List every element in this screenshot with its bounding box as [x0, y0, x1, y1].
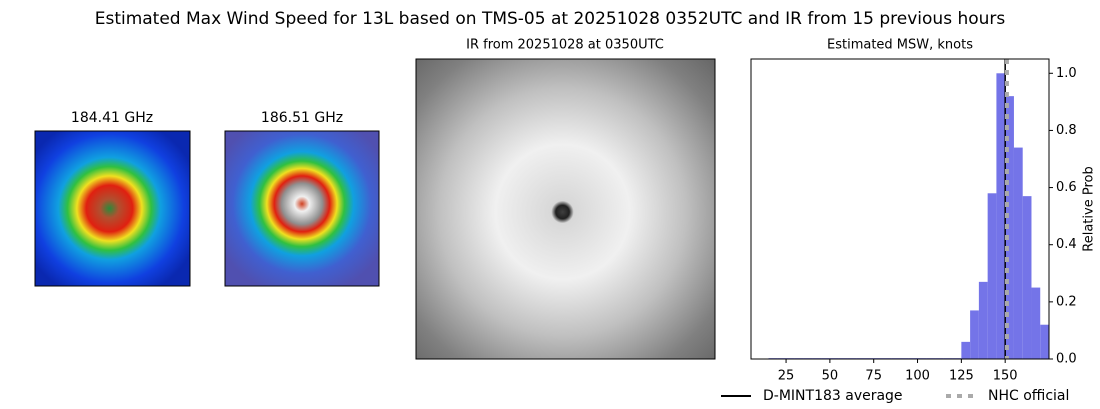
- legend-label: NHC official: [988, 388, 1069, 404]
- bar: [961, 341, 971, 359]
- y-tick-label: 1.0: [1056, 66, 1077, 81]
- y-tick-label: 0.8: [1056, 123, 1077, 138]
- bar: [1013, 147, 1023, 359]
- figure-title: Estimated Max Wind Speed for 13L based o…: [95, 9, 1006, 29]
- y-tick-label: 0.0: [1056, 352, 1077, 367]
- microwave-image: [34, 130, 191, 287]
- bar: [1022, 196, 1032, 359]
- x-tick-label: 150: [993, 369, 1018, 384]
- chart-title: Estimated MSW, knots: [827, 38, 973, 53]
- legend: D-MINT183 average NHC official: [721, 388, 1069, 404]
- x-tick-label: 25: [778, 369, 795, 384]
- bar: [1040, 324, 1049, 359]
- panel-title: 186.51 GHz: [261, 110, 343, 126]
- x-tick-label: 50: [822, 369, 839, 384]
- histogram: 25 50 75 100 125 150 0.0 0.2 0.4 0.6 0.8 1.0: [768, 59, 1077, 384]
- panel-title: IR from 20251028 at 0350UTC: [466, 38, 664, 53]
- bar: [970, 310, 979, 359]
- axes-frame: [750, 58, 1050, 360]
- legend-label: D-MINT183 average: [763, 388, 903, 404]
- bar: [978, 281, 988, 359]
- x-tick-label: 75: [865, 369, 882, 384]
- bar: [1031, 287, 1041, 359]
- bar: [996, 73, 1006, 360]
- x-tick-label: 125: [949, 369, 974, 384]
- panel-title: 184.41 GHz: [71, 110, 153, 126]
- y-tick-label: 0.4: [1056, 237, 1077, 252]
- y-tick-label: 0.2: [1056, 294, 1077, 309]
- microwave-image: [224, 130, 380, 287]
- x-tick-label: 100: [905, 369, 930, 384]
- y-axis-label: Relative Prob: [1082, 166, 1097, 251]
- bar: [1005, 96, 1014, 360]
- y-tick-label: 0.6: [1056, 180, 1077, 195]
- ir-image: [415, 58, 716, 360]
- bar: [987, 193, 997, 359]
